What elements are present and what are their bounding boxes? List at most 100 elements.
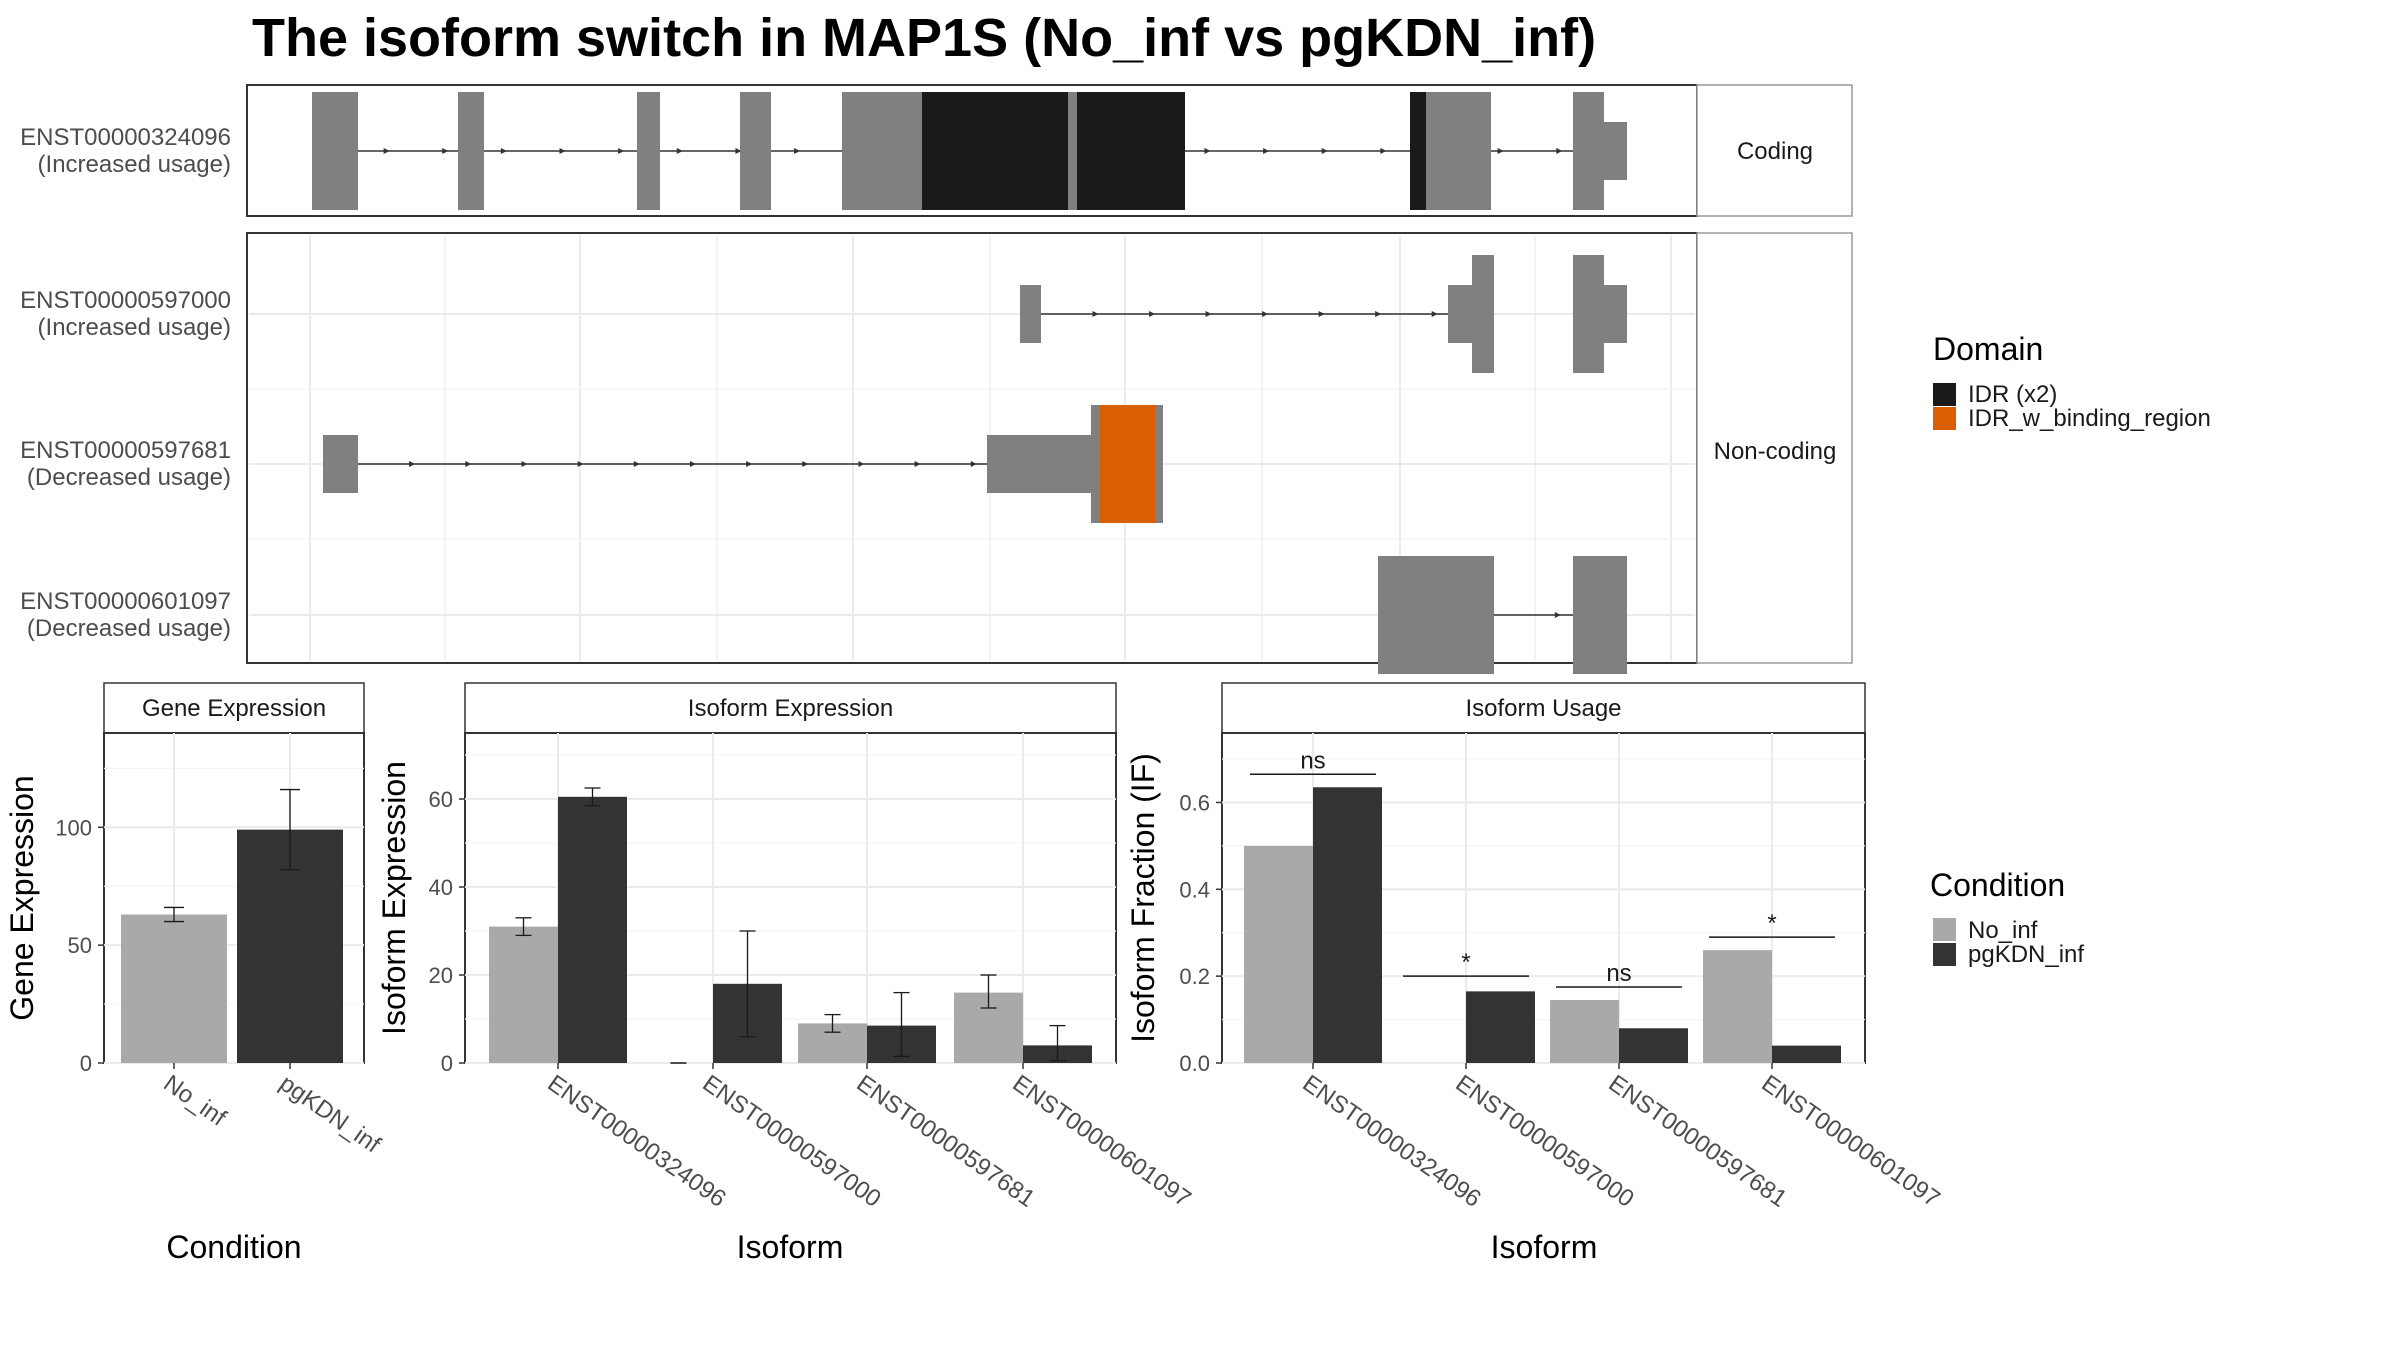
x-tick-label: No_inf (159, 1070, 232, 1132)
intron-arrow (858, 461, 865, 467)
x-axis-title: Isoform (1491, 1229, 1598, 1265)
legend-key-idr-binding (1933, 407, 1956, 430)
significance-label: * (1461, 949, 1470, 976)
y-tick-label: 100 (55, 815, 92, 840)
legend-key-no-inf (1933, 918, 1956, 941)
intron-arrow (1556, 148, 1563, 154)
intron-arrow (914, 461, 921, 467)
exon (1448, 285, 1472, 343)
exon (1091, 405, 1100, 523)
exon (740, 92, 771, 210)
intron-arrow (1204, 148, 1211, 154)
transcript-id-label: ENST00000597000 (20, 287, 231, 314)
exon (323, 435, 358, 493)
transcript-usage-label: (Decreased usage) (27, 615, 231, 642)
intron-arrow (676, 148, 683, 154)
exon (842, 92, 922, 210)
domain-idr (1410, 92, 1426, 210)
legend-domain-title: Domain (1933, 331, 2043, 367)
y-axis-title: Isoform Expression (376, 761, 412, 1035)
intron-arrow (970, 461, 977, 467)
exon (1472, 255, 1494, 373)
transcript-id-label: ENST00000597681 (20, 437, 231, 464)
transcript-id-label: ENST00000601097 (20, 588, 231, 615)
bar-no_inf (121, 914, 227, 1063)
chart-title: Isoform Expression (688, 695, 893, 722)
bar-pgkdn_inf (1313, 787, 1382, 1063)
domain-idr (922, 92, 1068, 210)
x-tick-label: pgKDN_inf (275, 1070, 386, 1159)
structure-panel-bottom: Non-coding (246, 232, 1853, 674)
intron-arrow (618, 148, 625, 154)
exon (330, 92, 358, 210)
exon (1573, 92, 1604, 210)
bar-pgkdn_inf (1466, 991, 1535, 1063)
intron-arrow (1375, 311, 1382, 317)
intron-arrow (1321, 148, 1328, 154)
x-axis-title: Condition (166, 1229, 301, 1265)
exon-junction (1068, 92, 1075, 210)
intron-arrow (746, 461, 753, 467)
y-tick-label: 0.2 (1179, 964, 1210, 989)
significance-label: * (1767, 910, 1776, 937)
exon (1155, 405, 1163, 523)
legend-key-pgkdn-inf (1933, 943, 1956, 966)
intron-arrow (794, 148, 801, 154)
intron-arrow (1318, 311, 1325, 317)
bar-pgkdn_inf (558, 796, 627, 1063)
exon (1573, 556, 1627, 674)
exon (1604, 285, 1627, 343)
intron-arrow (409, 461, 416, 467)
chart-gene-expression: Gene Expression 0 50 100 No_inf pgKDN_inf Cond… (4, 682, 386, 1265)
bar-no_inf (1550, 1000, 1619, 1063)
y-tick-label: 0 (80, 1051, 92, 1076)
legend-key-idr (1933, 383, 1956, 406)
bar-no_inf (489, 926, 558, 1063)
intron-arrow (442, 148, 449, 154)
strip-coding: Coding (1737, 138, 1813, 165)
exon (1378, 556, 1494, 674)
bar-pgkdn_inf (1772, 1045, 1841, 1063)
intron-arrow (735, 148, 742, 154)
exon (1020, 285, 1041, 343)
transcript-usage-label: (Increased usage) (38, 314, 231, 341)
facet-strip (103, 682, 365, 734)
y-tick-label: 0.4 (1179, 877, 1210, 902)
strip-non-coding: Non-coding (1714, 438, 1837, 465)
legend-condition: Condition No_inf pgKDN_inf (1930, 867, 2084, 968)
intron-arrow (1149, 311, 1156, 317)
intron-arrow (802, 461, 809, 467)
intron-arrow (1554, 612, 1561, 618)
legend-label-pgkdn-inf: pgKDN_inf (1968, 941, 2084, 968)
exon (987, 435, 1091, 493)
facet-strip (464, 682, 1117, 734)
intron-arrow (1263, 148, 1270, 154)
intron-arrow (1262, 311, 1269, 317)
intron-arrow (383, 148, 390, 154)
exon (312, 92, 330, 210)
y-tick-label: 0.0 (1179, 1051, 1210, 1076)
x-axis-title: Isoform (737, 1229, 844, 1265)
bar-no_inf (1244, 845, 1313, 1063)
intron-arrow (1092, 311, 1099, 317)
y-tick-label: 20 (429, 963, 453, 988)
transcript-usage-label: (Decreased usage) (27, 464, 231, 491)
intron-arrow (689, 461, 696, 467)
legend-label-no-inf: No_inf (1968, 917, 2038, 944)
domain-idr (1077, 92, 1185, 210)
structure-panel-top: Coding (246, 84, 1853, 217)
domain-idr-binding (1100, 405, 1155, 523)
y-axis-title: Isoform Fraction (IF) (1125, 753, 1161, 1043)
legend-label-idr-binding: IDR_w_binding_region (1968, 405, 2211, 432)
y-tick-label: 40 (429, 875, 453, 900)
intron-arrow (1380, 148, 1387, 154)
figure-title: The isoform switch in MAP1S (No_inf vs p… (252, 8, 1596, 68)
y-tick-label: 60 (429, 787, 453, 812)
intron-arrow (1205, 311, 1212, 317)
y-tick-label: 50 (68, 933, 92, 958)
exon (1426, 92, 1491, 210)
bar-pgkdn_inf (1619, 1028, 1688, 1063)
exon (1573, 255, 1604, 373)
